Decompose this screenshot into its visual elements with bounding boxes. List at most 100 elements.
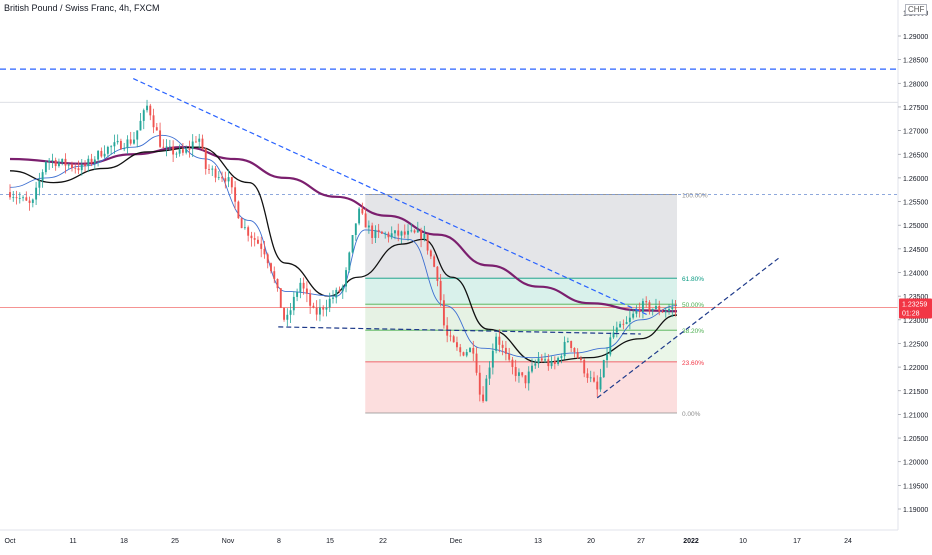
candle-body[interactable]: [90, 158, 93, 164]
candle-body[interactable]: [518, 372, 520, 376]
candle-body[interactable]: [478, 372, 481, 395]
candle-body[interactable]: [142, 110, 145, 121]
candle-body[interactable]: [374, 229, 377, 238]
candle-body[interactable]: [655, 305, 657, 309]
candle-body[interactable]: [433, 256, 436, 267]
candle-body[interactable]: [234, 187, 237, 202]
candle-body[interactable]: [312, 305, 315, 308]
candle-body[interactable]: [318, 307, 321, 315]
candle-body[interactable]: [185, 149, 188, 153]
candle-body[interactable]: [348, 252, 351, 271]
candle-body[interactable]: [583, 360, 586, 374]
candle-body[interactable]: [456, 342, 458, 348]
candle-body[interactable]: [64, 158, 67, 166]
candle-body[interactable]: [423, 234, 426, 240]
candle-body[interactable]: [204, 148, 207, 169]
candle-body[interactable]: [364, 213, 367, 228]
candle-body[interactable]: [67, 164, 70, 166]
candle-body[interactable]: [152, 115, 155, 128]
candle-body[interactable]: [214, 168, 217, 178]
candle-body[interactable]: [579, 358, 582, 361]
candle-body[interactable]: [322, 307, 325, 310]
candle-body[interactable]: [38, 180, 41, 188]
candle-body[interactable]: [664, 311, 667, 313]
candle-body[interactable]: [416, 229, 419, 233]
candle-body[interactable]: [44, 161, 47, 173]
candle-body[interactable]: [276, 279, 279, 289]
candle-body[interactable]: [25, 197, 28, 201]
candle-body[interactable]: [175, 153, 178, 155]
candle-body[interactable]: [286, 314, 289, 320]
candle-body[interactable]: [436, 266, 439, 281]
candle-body[interactable]: [250, 235, 253, 239]
candle-body[interactable]: [394, 230, 396, 234]
candle-body[interactable]: [387, 233, 390, 238]
candle-body[interactable]: [110, 146, 113, 148]
candle-body[interactable]: [504, 347, 507, 354]
candle-body[interactable]: [106, 146, 109, 154]
candle-body[interactable]: [465, 352, 468, 356]
candle-body[interactable]: [263, 248, 266, 255]
candle-body[interactable]: [149, 105, 152, 116]
candle-body[interactable]: [413, 230, 416, 233]
trendline-descending-resistance[interactable]: [132, 78, 649, 316]
candle-body[interactable]: [599, 377, 602, 390]
candle-body[interactable]: [491, 350, 494, 368]
candle-body[interactable]: [266, 254, 269, 264]
candle-body[interactable]: [462, 352, 465, 356]
candle-body[interactable]: [93, 159, 96, 164]
candle-body[interactable]: [224, 178, 227, 182]
candle-body[interactable]: [606, 354, 608, 361]
candle-body[interactable]: [521, 372, 524, 376]
candle-body[interactable]: [159, 130, 162, 147]
candle-body[interactable]: [609, 337, 612, 355]
candle-body[interactable]: [195, 141, 197, 143]
candle-body[interactable]: [593, 377, 595, 382]
candle-body[interactable]: [651, 308, 654, 311]
candle-body[interactable]: [511, 359, 514, 368]
candle-body[interactable]: [449, 335, 452, 337]
candle-body[interactable]: [560, 356, 563, 358]
candle-body[interactable]: [211, 168, 214, 170]
candle-body[interactable]: [351, 235, 354, 253]
candle-body[interactable]: [100, 150, 103, 157]
candle-body[interactable]: [54, 159, 57, 167]
candle-body[interactable]: [181, 149, 184, 153]
candle-body[interactable]: [315, 307, 318, 315]
candle-body[interactable]: [97, 150, 100, 160]
candle-body[interactable]: [534, 363, 537, 366]
candle-body[interactable]: [146, 105, 148, 111]
candle-body[interactable]: [116, 140, 119, 143]
candle-body[interactable]: [596, 381, 599, 390]
candle-body[interactable]: [632, 313, 635, 318]
candle-body[interactable]: [514, 367, 517, 376]
candle-body[interactable]: [299, 282, 302, 293]
candle-body[interactable]: [668, 309, 670, 312]
candle-body[interactable]: [136, 130, 139, 140]
candle-body[interactable]: [139, 120, 142, 131]
candle-body[interactable]: [57, 162, 60, 167]
candle-body[interactable]: [335, 289, 338, 298]
candle-body[interactable]: [296, 292, 299, 297]
candle-body[interactable]: [292, 296, 295, 311]
candle-body[interactable]: [41, 172, 44, 181]
candle-body[interactable]: [361, 208, 364, 214]
candle-body[interactable]: [113, 142, 116, 147]
candle-body[interactable]: [429, 250, 432, 257]
candle-body[interactable]: [442, 300, 445, 326]
candle-body[interactable]: [674, 307, 677, 309]
candle-body[interactable]: [570, 341, 573, 348]
candle-body[interactable]: [638, 309, 641, 312]
candle-body[interactable]: [469, 348, 471, 353]
candle-body[interactable]: [524, 375, 527, 384]
candle-body[interactable]: [671, 307, 674, 310]
candle-body[interactable]: [380, 231, 383, 234]
candle-body[interactable]: [341, 286, 344, 292]
candle-body[interactable]: [602, 360, 605, 378]
candle-body[interactable]: [129, 139, 132, 144]
candle-body[interactable]: [305, 288, 308, 294]
trendline-ascending-support[interactable]: [596, 257, 779, 399]
candle-body[interactable]: [165, 146, 168, 148]
candle-body[interactable]: [74, 167, 77, 169]
